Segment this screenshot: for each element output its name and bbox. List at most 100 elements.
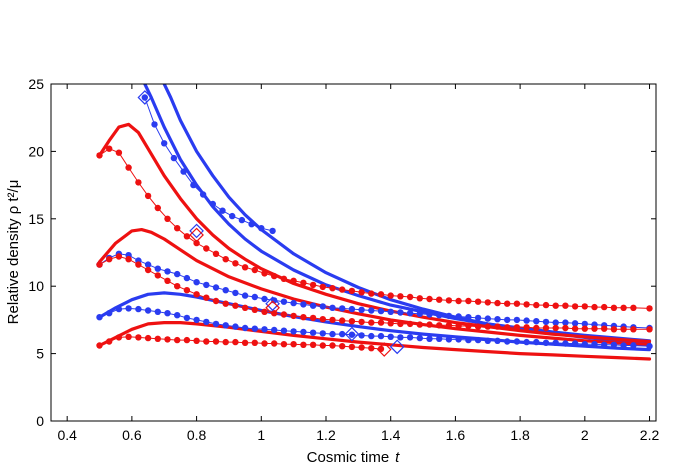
- blue-dotted-3-point: [183, 314, 191, 322]
- y-tick-label: 0: [36, 413, 44, 429]
- red-dotted-2-point: [445, 322, 453, 329]
- red-dotted-3-point: [241, 339, 249, 346]
- diamond-marker: [389, 339, 405, 355]
- plot-background: [51, 84, 656, 421]
- red-dotted-1-point: [106, 145, 113, 152]
- blue-dotted-2-point: [251, 293, 258, 301]
- blue-dotted-3-point: [164, 310, 171, 317]
- blue-dotted-3-point: [406, 334, 414, 341]
- blue-dotted-3-point: [533, 338, 540, 346]
- red-dotted-3-point: [193, 337, 200, 344]
- y-tick-label: 20: [28, 143, 44, 159]
- red-dotted-3-point: [319, 342, 326, 349]
- red-dotted-2-point: [513, 324, 521, 331]
- red-dotted-2-point: [533, 324, 540, 332]
- blue-dotted-3-point: [630, 342, 637, 349]
- red-dotted-3-point: [144, 334, 152, 342]
- red-dotted-2-point: [339, 317, 346, 324]
- blue-dotted-3-point: [251, 325, 258, 332]
- red-dotted-3-point: [309, 341, 317, 348]
- blue-dotted-2-point: [232, 289, 239, 297]
- red-dotted-2-point: [261, 308, 268, 315]
- x-axis-label-var: t: [395, 449, 400, 466]
- blue-dotted-3-point: [115, 305, 123, 313]
- x-tick-label: 1: [257, 427, 265, 443]
- red-dotted-2-point: [115, 253, 123, 260]
- red-dotted-2-point: [222, 300, 229, 307]
- x-tick-label: 2: [581, 427, 589, 443]
- red-dotted-1-point: [426, 295, 433, 303]
- red-dotted-3-point: [300, 341, 307, 348]
- red-dotted-2-point: [241, 304, 249, 311]
- blue-dotted-2-point: [455, 313, 462, 320]
- red-dotted-1-point: [620, 304, 627, 311]
- red-dotted-2-point: [552, 324, 559, 332]
- blue-dotted-3-point: [445, 336, 453, 343]
- red-solid-1-line: [97, 122, 652, 344]
- red-dotted-2-point: [571, 325, 579, 332]
- blue-dotted-3-point: [232, 323, 239, 330]
- y-tick-label: 10: [28, 278, 44, 294]
- red-dotted-1-point: [368, 290, 375, 297]
- blue-dotted-3-point: [601, 341, 608, 348]
- red-dotted-1-point: [329, 285, 336, 292]
- blue-dotted-3-point: [222, 322, 229, 329]
- red-dotted-2-point: [455, 322, 462, 330]
- red-dotted-3-point: [154, 335, 161, 342]
- blue-dotted-1-point: [151, 121, 158, 128]
- blue-dotted-2-point: [290, 299, 297, 307]
- red-dotted-2-point: [387, 320, 394, 327]
- blue-dotted-3-point: [261, 326, 268, 333]
- plot-frame: [50, 83, 657, 422]
- red-dotted-2-point: [406, 320, 414, 328]
- y-tick-label: 5: [36, 346, 44, 362]
- blue-dotted-2-point: [280, 298, 288, 305]
- red-dotted-2-point: [348, 318, 356, 325]
- diamond-marker: [189, 223, 204, 239]
- red-dotted-1-point: [339, 286, 346, 293]
- blue-dotted-1-point: [229, 212, 236, 220]
- red-dotted-2-point: [203, 294, 210, 301]
- blue-dotted-2-point: [358, 306, 365, 313]
- red-dotted-2-point: [484, 323, 491, 330]
- blue-dotted-3-point: [581, 341, 588, 348]
- red-dotted-1-point: [290, 277, 297, 284]
- red-dotted-2-point: [290, 312, 297, 320]
- red-dotted-1-point: [193, 239, 200, 247]
- blue-dotted-2-point: [523, 317, 530, 324]
- blue-dotted-2-point: [174, 270, 181, 278]
- red-dotted-1-point: [183, 233, 191, 240]
- x-axis-label: Cosmic time t: [307, 449, 401, 466]
- blue-dotted-2-point: [222, 287, 229, 294]
- blue-dotted-3-point: [203, 318, 210, 326]
- red-dotted-2-point: [183, 287, 191, 294]
- blue-dotted-3-point: [504, 338, 511, 345]
- blue-dotted-2-point: [339, 305, 346, 312]
- blue-dotted-2-point: [426, 311, 433, 318]
- blue-dotted-3-point: [562, 340, 569, 347]
- blue-dotted-3-point: [280, 327, 288, 334]
- red-dotted-2-point: [251, 306, 258, 313]
- blue-dotted-2-point: [562, 319, 569, 326]
- red-dotted-3-point: [212, 338, 220, 345]
- blue-dotted-3-point: [571, 340, 579, 347]
- red-dotted-2-point: [212, 297, 220, 305]
- red-dotted-1-point: [610, 304, 618, 311]
- x-tick-label: 2.2: [640, 427, 660, 443]
- red-dotted-2-point: [465, 322, 472, 330]
- blue-dotted-3-point: [241, 324, 249, 332]
- red-dotted-2-point: [358, 318, 365, 326]
- y-tick-label: 15: [28, 211, 44, 227]
- red-dotted-3-point: [329, 342, 336, 349]
- red-dotted-1-point: [222, 256, 229, 263]
- blue-dotted-3-point: [319, 330, 326, 337]
- red-dotted-1-point: [300, 279, 307, 286]
- red-dotted-3-point: [251, 339, 258, 346]
- blue-dotted-3-point: [339, 330, 346, 338]
- red-dotted-1-point: [591, 303, 598, 311]
- red-dotted-2-point: [416, 321, 423, 328]
- red-dotted-1-point: [436, 296, 443, 303]
- red-dotted-1-point: [494, 299, 501, 307]
- blue-dotted-2-point: [387, 308, 394, 315]
